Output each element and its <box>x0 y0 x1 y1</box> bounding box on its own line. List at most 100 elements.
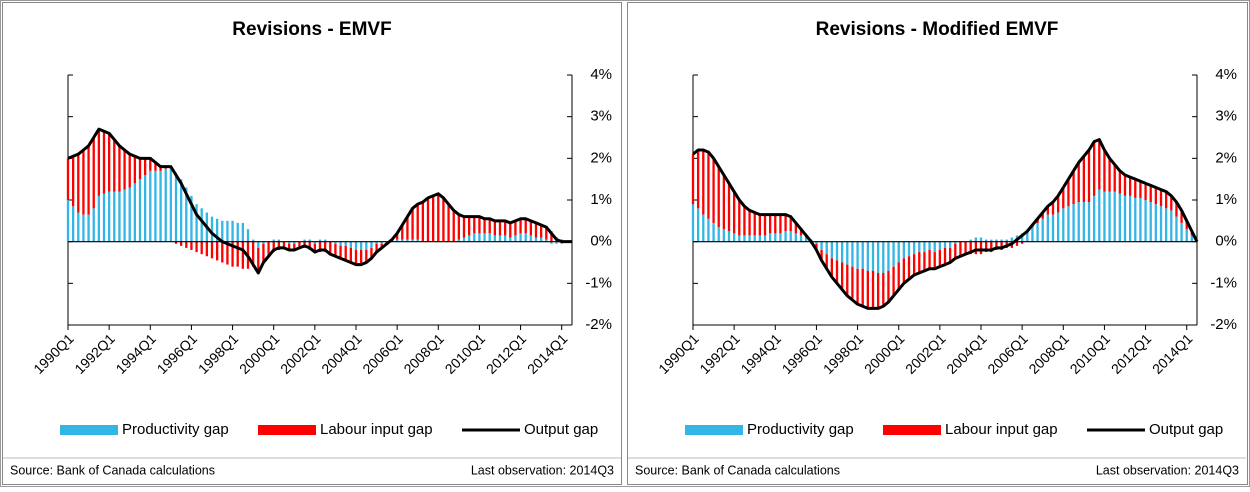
bar <box>1000 241 1003 250</box>
bar <box>1000 239 1003 242</box>
bar <box>1185 229 1188 242</box>
bar <box>1020 241 1024 244</box>
bar <box>514 220 517 236</box>
bar <box>524 218 527 234</box>
bar <box>179 241 183 246</box>
bar <box>794 233 798 242</box>
bar <box>354 241 358 250</box>
bar <box>846 264 849 296</box>
bar <box>871 270 875 309</box>
bar <box>143 158 147 175</box>
bar <box>87 214 90 242</box>
bar <box>856 268 859 305</box>
bar <box>892 241 895 267</box>
bar <box>763 235 767 242</box>
bar <box>318 241 322 253</box>
bar <box>1087 150 1091 203</box>
bar <box>334 243 337 257</box>
y-tick-label: -2% <box>585 316 612 333</box>
bar <box>524 233 527 242</box>
bar <box>503 235 507 242</box>
bar <box>82 150 85 215</box>
bar <box>519 233 522 242</box>
bar <box>943 241 947 248</box>
bar <box>1190 235 1194 242</box>
bar <box>118 191 121 242</box>
legend-label: Productivity gap <box>747 421 854 438</box>
bar <box>272 241 275 253</box>
bar <box>236 222 239 242</box>
bar <box>1072 170 1075 205</box>
bar <box>1082 156 1086 203</box>
legend-swatch <box>60 425 118 435</box>
bar <box>912 254 916 275</box>
bar <box>236 241 239 267</box>
bar <box>1108 191 1111 242</box>
bar <box>498 220 502 236</box>
bar <box>174 172 178 242</box>
bar <box>267 241 270 257</box>
bar <box>1046 214 1050 242</box>
bar <box>437 193 440 242</box>
bar <box>149 170 152 242</box>
bar <box>493 220 497 236</box>
bar <box>226 241 229 265</box>
bar <box>457 239 461 242</box>
bar <box>447 204 450 242</box>
bar <box>334 241 337 244</box>
bar <box>483 218 486 234</box>
bar <box>768 233 772 242</box>
bar <box>359 250 363 265</box>
bar <box>380 243 383 248</box>
bar <box>738 200 741 236</box>
y-tick-label: 3% <box>1215 108 1237 125</box>
bar <box>856 241 859 269</box>
bar <box>1041 218 1044 242</box>
bar <box>1026 231 1029 242</box>
bar <box>514 235 517 242</box>
bar <box>133 183 137 242</box>
bar <box>442 197 445 242</box>
bar <box>1041 212 1044 219</box>
bar <box>133 156 137 184</box>
bar <box>401 225 404 240</box>
bar <box>1175 216 1178 242</box>
bar <box>539 237 543 242</box>
bar <box>272 239 275 242</box>
bar <box>318 239 322 242</box>
bar <box>1118 170 1122 194</box>
bar <box>277 241 281 250</box>
bar <box>1185 220 1188 230</box>
bar <box>830 241 834 259</box>
bar <box>1062 208 1065 242</box>
bar <box>323 239 327 242</box>
bar <box>529 220 533 236</box>
bar <box>262 241 265 244</box>
y-tick-label: -2% <box>1210 316 1237 333</box>
bar <box>969 241 972 255</box>
bar <box>143 175 147 242</box>
bar <box>928 241 931 250</box>
bar <box>1159 206 1163 242</box>
legend-label: Output gap <box>1149 421 1223 438</box>
bar <box>943 247 947 265</box>
bar <box>1139 181 1142 198</box>
bar <box>210 216 214 242</box>
bar <box>462 237 466 242</box>
bar <box>974 237 978 242</box>
bar <box>550 231 553 242</box>
bar <box>467 235 471 242</box>
bar <box>282 241 286 248</box>
bar <box>707 218 710 242</box>
bar <box>1067 179 1070 207</box>
bar <box>954 243 957 259</box>
bar <box>938 250 942 267</box>
bar <box>195 204 198 242</box>
bar <box>804 237 808 242</box>
bar <box>401 239 404 242</box>
bar <box>876 241 880 273</box>
bar <box>1031 227 1034 242</box>
bar <box>251 241 255 267</box>
bar <box>478 233 481 242</box>
